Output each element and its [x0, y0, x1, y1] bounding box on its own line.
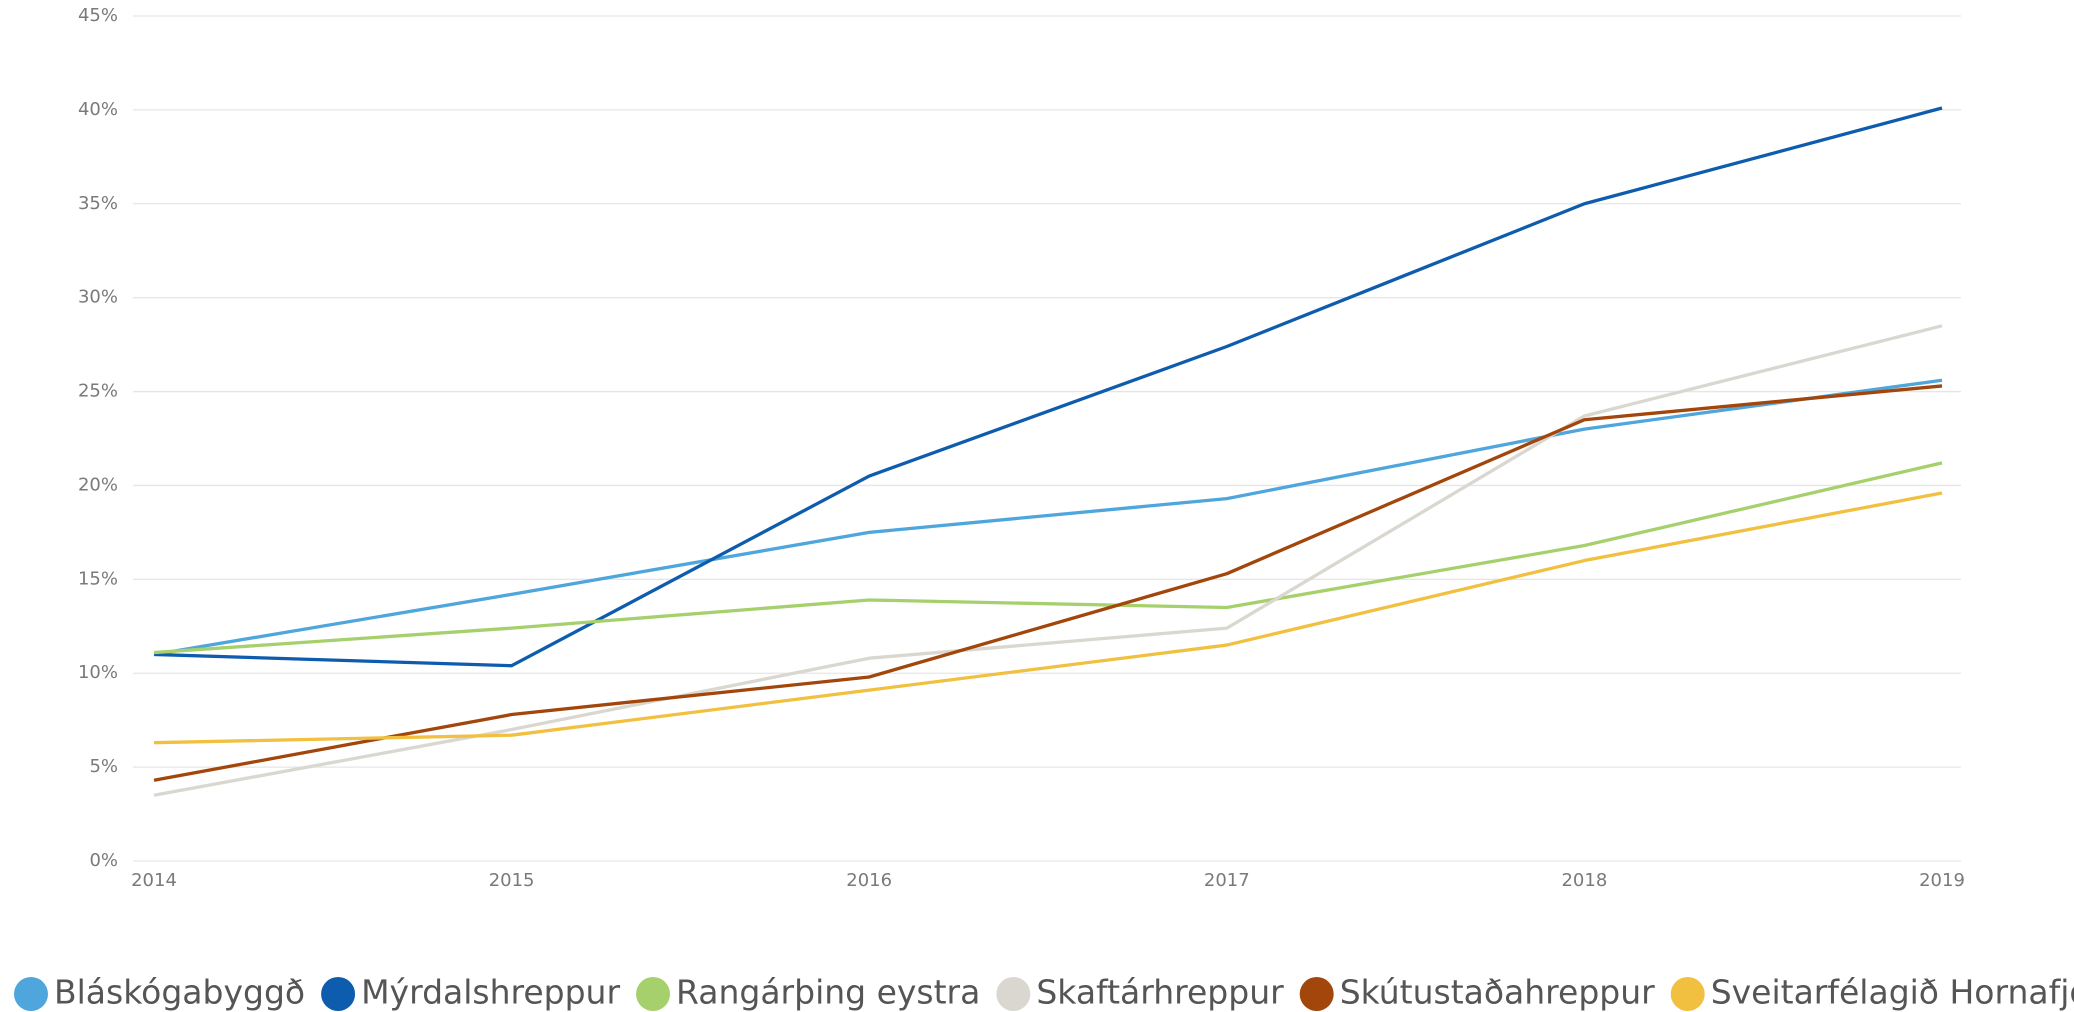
line-series [153, 461, 1943, 655]
y-tick-label: 40% [78, 99, 118, 120]
legend-marker [996, 977, 1031, 1011]
x-tick-label: 2015 [489, 870, 535, 891]
line-series [153, 324, 1943, 797]
legend-label: Sveitarfélagið Hornafjörður [1711, 973, 2074, 1012]
x-tick-label: 2016 [846, 870, 892, 891]
legend-marker [636, 977, 671, 1011]
y-tick-label: 35% [78, 193, 118, 214]
legend-label: Bláskógabyggð [54, 973, 305, 1012]
legend-marker [1299, 977, 1334, 1011]
legend-marker [14, 977, 48, 1011]
y-tick-label: 20% [78, 474, 118, 495]
x-tick-label: 2018 [1561, 870, 1607, 891]
y-tick-label: 5% [89, 756, 118, 777]
legend-label: Skútustaðahreppur [1340, 973, 1655, 1012]
legend-label: Rangárþing eystra [676, 973, 980, 1012]
legend-marker [321, 977, 356, 1011]
x-tick-label: 2017 [1204, 870, 1250, 891]
legend-marker [1670, 977, 1705, 1011]
legend-label: Mýrdalshreppur [361, 973, 620, 1012]
y-tick-label: 45% [78, 5, 118, 26]
legend-label: Skaftárhreppur [1036, 973, 1284, 1012]
line-series [153, 491, 1943, 745]
line-series [153, 384, 1943, 782]
line-series [153, 378, 1943, 657]
y-tick-label: 30% [78, 287, 118, 308]
y-tick-label: 25% [78, 381, 118, 402]
x-tick-label: 2014 [131, 870, 177, 891]
x-tick-label: 2019 [1919, 870, 1965, 891]
y-tick-label: 0% [89, 850, 118, 871]
line-series [153, 106, 1943, 668]
y-tick-label: 10% [78, 662, 118, 683]
y-tick-label: 15% [78, 568, 118, 589]
